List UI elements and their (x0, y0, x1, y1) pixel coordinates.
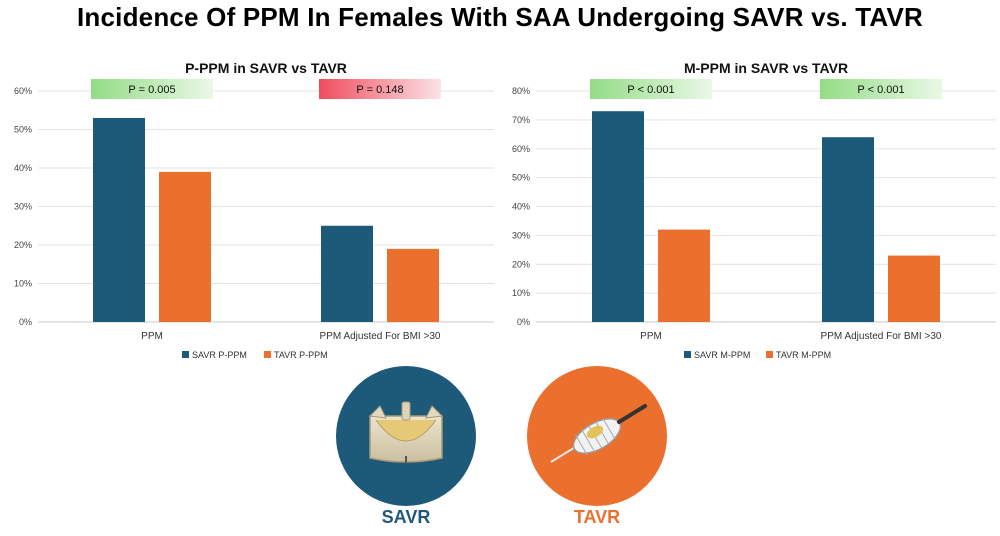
bar-tavr (387, 248, 439, 322)
bar-tavr (658, 229, 710, 322)
x-category-label: PPM Adjusted For BMI >30 (821, 331, 942, 342)
y-tick-label: 40% (512, 202, 530, 212)
y-tick-label: 70% (512, 115, 530, 125)
legend-label: SAVR P-PPM (192, 350, 247, 360)
y-tick-label: 50% (512, 173, 530, 183)
y-tick-label: 50% (14, 125, 32, 135)
bar-savr (321, 225, 373, 322)
y-tick-label: 20% (512, 259, 530, 269)
p-value-box (820, 79, 942, 99)
y-tick-label: 10% (14, 279, 32, 289)
surgical-valve-icon (368, 401, 444, 464)
x-category-label: PPM (640, 331, 662, 342)
legend-label: SAVR M-PPM (694, 350, 750, 360)
x-category-label: PPM Adjusted For BMI >30 (320, 331, 441, 342)
chart-title: P-PPM in SAVR vs TAVR (185, 60, 347, 76)
legend-swatch (766, 351, 773, 358)
y-tick-label: 0% (19, 317, 32, 327)
tavr-caption: TAVR (573, 507, 621, 527)
legend-label: TAVR M-PPM (776, 350, 831, 360)
chart-title: M-PPM in SAVR vs TAVR (684, 60, 848, 76)
bar-savr (93, 117, 145, 322)
p-value-box (590, 79, 712, 99)
y-tick-label: 60% (14, 86, 32, 96)
bar-savr (592, 111, 644, 323)
savr-caption: SAVR (381, 507, 431, 527)
bar-savr (822, 137, 874, 322)
y-tick-label: 20% (14, 240, 32, 250)
bar-tavr (888, 255, 940, 322)
y-tick-label: 10% (512, 288, 530, 298)
bar-tavr (159, 171, 211, 322)
p-value-label: P < 0.001 (857, 84, 904, 96)
page-title: Incidence Of PPM In Females With SAA Und… (76, 2, 923, 32)
p-value-box (319, 79, 441, 99)
p-value-label: P = 0.148 (356, 84, 403, 96)
y-tick-label: 30% (512, 230, 530, 240)
y-tick-label: 0% (517, 317, 530, 327)
legend-label: TAVR P-PPM (274, 350, 328, 360)
legend-swatch (684, 351, 691, 358)
x-category-label: PPM (141, 331, 163, 342)
p-value-box (91, 79, 213, 99)
y-tick-label: 80% (512, 86, 530, 96)
transcatheter-valve-icon (550, 404, 647, 463)
legend-swatch (264, 351, 271, 358)
p-ppm-chart: P-PPM in SAVR vs TAVR 0% 10% 20% 30% 40% 50% 60… (14, 60, 494, 360)
m-ppm-chart: M-PPM in SAVR vs TAVR 0% 10% 20% 30% 40% 50% 60… (512, 60, 996, 360)
y-tick-label: 40% (14, 163, 32, 173)
legend-swatch (182, 351, 189, 358)
y-tick-label: 60% (512, 144, 530, 154)
savr-valve-circle (336, 366, 476, 506)
tavr-valve-circle (527, 366, 667, 506)
y-tick-label: 30% (14, 202, 32, 212)
p-value-label: P < 0.001 (627, 84, 674, 96)
p-value-label: P = 0.005 (128, 84, 175, 96)
